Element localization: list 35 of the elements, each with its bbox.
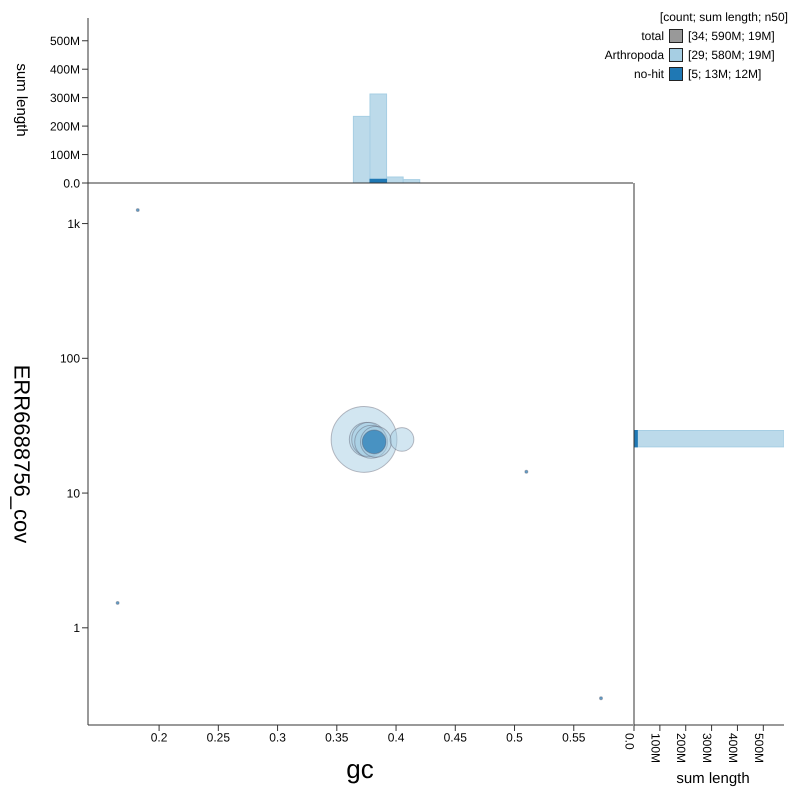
x-tick-label: 0.45 bbox=[444, 730, 468, 745]
x-axis-title: gc bbox=[346, 753, 374, 786]
x-tick-label: 0.25 bbox=[206, 730, 230, 745]
x-tick-label: 0.35 bbox=[325, 730, 349, 745]
y-tick-label: 1k bbox=[67, 216, 81, 231]
y-axis-title: sum length bbox=[12, 63, 30, 137]
x-axis-title: sum length bbox=[676, 769, 750, 788]
text: total bbox=[641, 28, 664, 42]
text: [5; 13M; 12M] bbox=[688, 66, 762, 80]
x-tick-label: 0.0 bbox=[622, 733, 636, 750]
x-tick-label: 0.3 bbox=[269, 730, 286, 745]
y-tick-label: 300M bbox=[50, 90, 80, 105]
x-tick-label: 0.2 bbox=[150, 730, 168, 745]
y-tick-label: 400M bbox=[50, 62, 80, 76]
x-tick-label: 200M bbox=[674, 733, 688, 764]
x-tick-label: 0.5 bbox=[506, 730, 524, 745]
y-tick-label: 100 bbox=[60, 352, 80, 366]
text: [34; 590M; 19M] bbox=[688, 28, 776, 42]
y-tick-label: 0.0 bbox=[63, 176, 80, 190]
y-tick-label: 1 bbox=[73, 621, 80, 636]
y-tick-label: 10 bbox=[66, 486, 80, 500]
legend-label: Arthropoda bbox=[604, 48, 664, 62]
y-axis-title: ERR6688756_cov bbox=[8, 364, 34, 544]
x-tick-label: 0.4 bbox=[388, 730, 405, 745]
y-tick-label: 100M bbox=[50, 148, 80, 162]
x-tick-label: 100M bbox=[648, 733, 662, 764]
x-tick-label: 500M bbox=[752, 733, 766, 764]
x-tick-label: 400M bbox=[726, 733, 740, 764]
x-tick-label: 0.55 bbox=[562, 730, 586, 745]
legend-label: no-hit bbox=[634, 66, 664, 80]
y-tick-label: 200M bbox=[50, 119, 80, 134]
legend-title: [count; sum length; n50] bbox=[658, 10, 788, 24]
text: [29; 580M; 19M] bbox=[688, 48, 776, 62]
y-tick-label: 500M bbox=[50, 34, 80, 48]
x-tick-label: 300M bbox=[700, 733, 714, 764]
